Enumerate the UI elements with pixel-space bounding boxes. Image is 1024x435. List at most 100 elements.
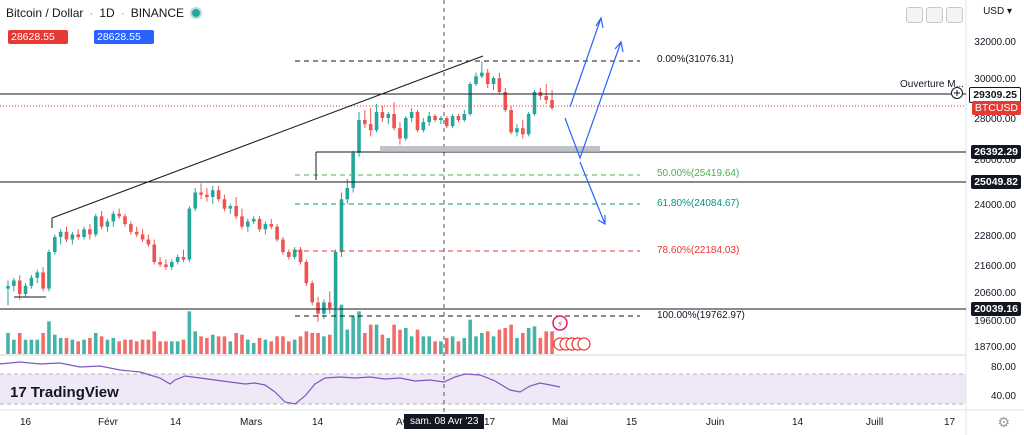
symbol-title[interactable]: Bitcoin / Dollar <box>6 6 84 20</box>
candle-body <box>269 224 274 227</box>
symbol-header[interactable]: Bitcoin / Dollar · 1D · BINANCE <box>6 6 203 20</box>
volume-bar <box>76 341 80 354</box>
volume-bar <box>175 341 180 354</box>
price-axis-label: 20600.00 <box>974 288 1016 299</box>
price-axis-label: 22800.00 <box>974 231 1016 242</box>
candle-body <box>462 114 467 120</box>
candle-body <box>521 128 525 135</box>
candle-body <box>6 285 10 289</box>
price-tag-symbol[interactable]: BTCUSD <box>971 101 1021 115</box>
candle-body <box>240 216 244 227</box>
candle-body <box>47 252 51 289</box>
candle-body <box>275 226 279 240</box>
overlay-label: Ouverture M... <box>900 79 964 90</box>
fib-label-0: 0.00%(31076.31) <box>657 54 734 65</box>
svg-text:⚡: ⚡ <box>557 320 563 330</box>
candle-body <box>415 112 420 131</box>
rising-trendline[interactable] <box>51 55 484 219</box>
symbol-interval[interactable]: 1D <box>99 6 115 20</box>
sell-button[interactable]: 28628.55 <box>8 30 68 44</box>
candle-body <box>35 272 40 278</box>
symbol-separator: · <box>89 6 94 20</box>
volume-bar <box>205 338 209 354</box>
volume-bar <box>117 341 121 354</box>
projection-arrows[interactable] <box>564 16 624 226</box>
candle-body <box>480 72 484 77</box>
volume-bar <box>532 326 537 354</box>
candle-body <box>427 116 431 123</box>
candle-body <box>12 280 16 286</box>
candle-body <box>468 84 472 114</box>
candle-body <box>450 116 455 127</box>
volume-bar <box>228 341 233 354</box>
candle-body <box>398 128 402 139</box>
candle-body <box>23 285 28 294</box>
volume-bar <box>538 338 543 354</box>
events-cluster[interactable]: ⚡ <box>552 315 591 351</box>
price-tag-level-3[interactable]: 20039.16 <box>971 302 1021 316</box>
candle-body <box>409 112 414 118</box>
candle-body <box>82 229 86 237</box>
volume-bar <box>17 333 22 354</box>
time-axis-label: 14 <box>170 417 182 428</box>
volume-bar <box>404 328 408 354</box>
candle-body <box>339 199 344 252</box>
volume-bar <box>509 324 513 354</box>
fib-label-100: 100.00%(19762.97) <box>657 310 745 321</box>
volume-bar <box>246 339 250 354</box>
volume-bar <box>170 341 174 354</box>
candle-body <box>456 116 461 120</box>
restore-icon[interactable] <box>926 7 943 23</box>
symbol-separator: · <box>120 6 125 20</box>
volume-bar <box>222 336 227 354</box>
volume-bar <box>12 339 16 354</box>
candle-body <box>146 239 151 245</box>
candle-body <box>117 213 121 217</box>
price-tag-crosshair[interactable]: 29309.25 <box>969 87 1021 103</box>
candle-body <box>374 112 379 131</box>
maximize-icon[interactable] <box>906 7 923 23</box>
volume-bar <box>29 339 34 354</box>
candle-body <box>298 249 303 262</box>
fib-label-618: 61.80%(24084.67) <box>657 198 740 209</box>
volume-bar <box>433 341 437 354</box>
fullscreen-icon[interactable] <box>946 7 963 23</box>
fib-label-786: 78.60%(22184.03) <box>657 245 740 256</box>
volume-bar <box>257 338 262 354</box>
candle-body <box>58 231 63 237</box>
candle-body <box>322 302 326 314</box>
volume-bar <box>88 338 92 354</box>
volume-bar <box>35 339 40 354</box>
volume-bar <box>99 336 104 354</box>
volume-bar <box>351 316 355 354</box>
time-axis-label: Mai <box>552 417 569 428</box>
price-tag-level-1[interactable]: 26392.29 <box>971 145 1021 159</box>
candle-body <box>193 192 197 209</box>
candle-body <box>380 112 385 118</box>
candle-body <box>439 118 443 120</box>
candle-body <box>404 118 408 139</box>
time-axis-label: Juin <box>706 417 725 428</box>
candle-body <box>123 216 127 225</box>
volume-bar <box>41 333 45 354</box>
tradingview-logo[interactable]: 17 TradingView <box>10 384 119 401</box>
price-tag-level-2[interactable]: 25049.82 <box>971 175 1021 189</box>
candle-body <box>368 124 373 131</box>
candle-body <box>526 114 531 135</box>
time-axis-label: 17 <box>944 417 956 428</box>
settings-gear-icon[interactable]: ⚙ <box>997 414 1010 430</box>
support-zone-rect[interactable] <box>380 146 600 152</box>
volume-bar <box>292 339 297 354</box>
time-axis-label: 15 <box>626 417 638 428</box>
volume-bar <box>380 334 385 354</box>
buy-button[interactable]: 28628.55 <box>94 30 154 44</box>
candle-body <box>392 114 396 129</box>
currency-selector[interactable]: USD ▾ <box>983 6 1012 17</box>
volume-bar <box>269 341 274 354</box>
candle-body <box>509 110 513 133</box>
candle-body <box>111 213 116 222</box>
volume-bar <box>456 341 461 354</box>
candle-body <box>503 92 508 110</box>
